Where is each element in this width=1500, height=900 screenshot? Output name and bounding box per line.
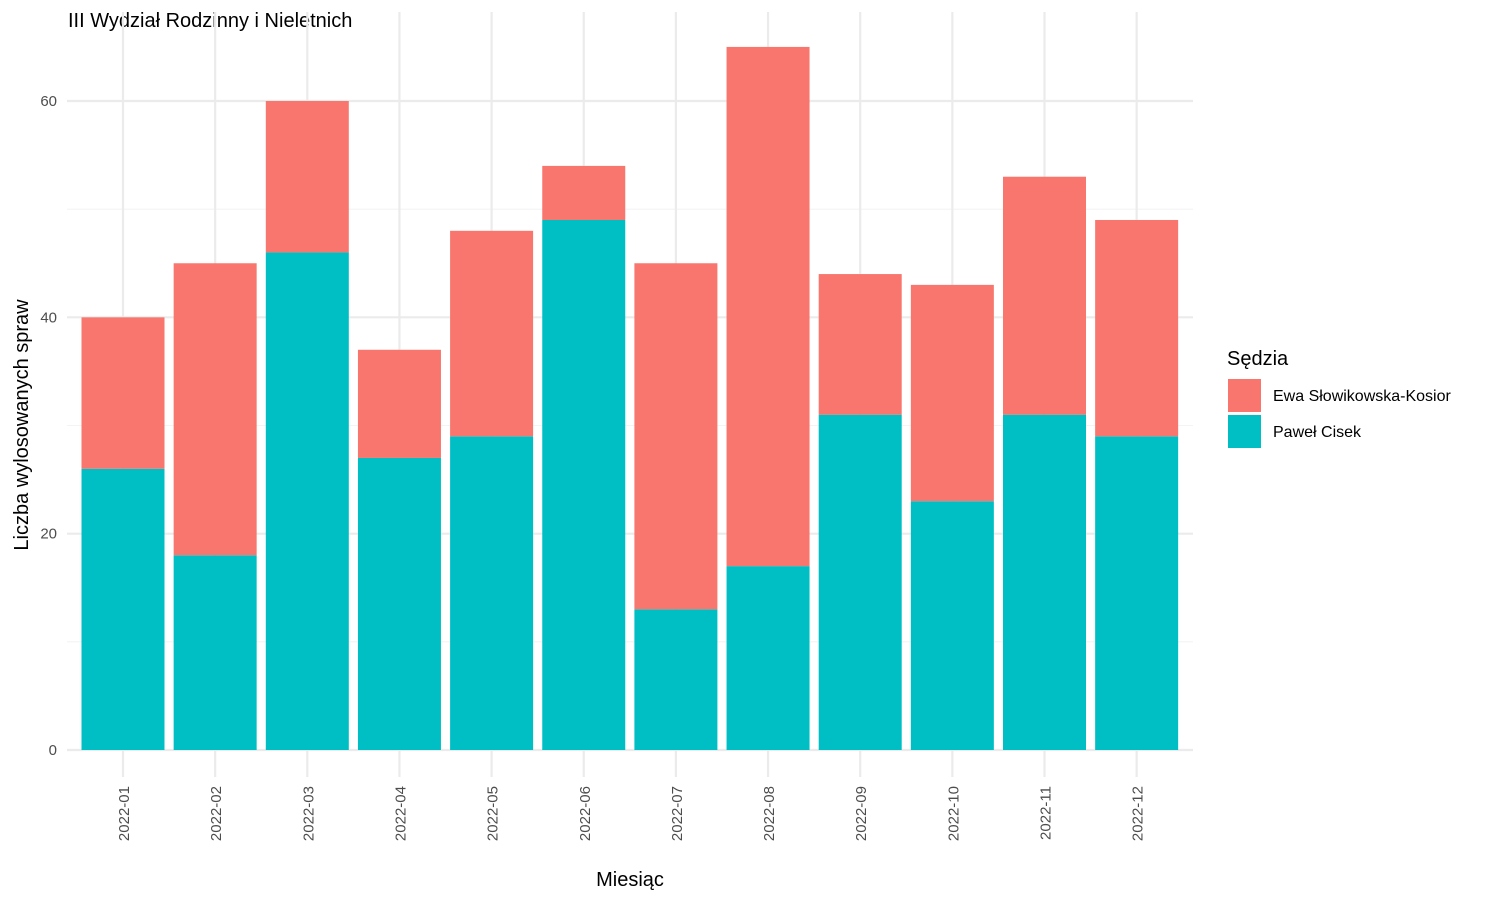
- bar-segment: [357, 457, 441, 750]
- x-axis-title: Miesiąc: [596, 869, 664, 891]
- bar-segment: [81, 317, 165, 469]
- x-tick-label: 2022-03: [300, 786, 317, 841]
- x-tick-label: 2022-07: [669, 786, 686, 841]
- legend-key: [1228, 379, 1261, 412]
- bar-segment: [265, 252, 349, 750]
- legend-key: [1228, 415, 1261, 448]
- bar-segment: [818, 274, 902, 415]
- legend-label: Ewa Słowikowska-Kosior: [1273, 388, 1452, 405]
- bar-segment: [1095, 436, 1179, 750]
- bars: [81, 46, 1179, 750]
- bar-segment: [818, 414, 902, 750]
- x-axis-ticks: 2022-01 2022-02 2022-03 2022-04 2022-05 2022-…: [116, 786, 1147, 841]
- bar-segment: [1095, 219, 1179, 437]
- bar-segment: [81, 468, 165, 750]
- x-tick-label: 2022-09: [853, 786, 870, 841]
- bar-segment: [726, 566, 810, 750]
- bar-segment: [542, 219, 626, 750]
- legend-label: Paweł Cisek: [1273, 424, 1362, 441]
- x-tick-label: 2022-11: [1038, 786, 1055, 840]
- bar-segment: [450, 230, 534, 437]
- x-tick-label: 2022-01: [116, 786, 133, 841]
- y-tick-label: 40: [40, 309, 57, 326]
- bar-segment: [634, 263, 718, 610]
- y-axis-ticks: 0 20 40 60: [40, 93, 57, 759]
- y-axis-title: Liczba wylosowanych spraw: [11, 299, 33, 551]
- y-tick-label: 20: [40, 526, 57, 543]
- bar-segment: [173, 263, 257, 556]
- legend-title: Sędzia: [1227, 348, 1289, 370]
- bar-segment: [542, 165, 626, 220]
- bar-segment: [173, 555, 257, 750]
- bar-segment: [450, 436, 534, 750]
- y-tick-label: 60: [40, 93, 57, 110]
- x-tick-label: 2022-10: [945, 786, 962, 841]
- bar-segment: [1003, 414, 1086, 750]
- bar-segment: [910, 501, 994, 750]
- x-tick-label: 2022-05: [485, 786, 502, 841]
- bar-segment: [265, 101, 349, 253]
- chart-title: III Wydział Rodzinny i Nieletnich: [68, 10, 352, 32]
- bar-segment: [910, 284, 994, 502]
- x-tick-label: 2022-04: [392, 786, 409, 841]
- bar-segment: [357, 349, 441, 458]
- bar-segment: [634, 609, 718, 750]
- x-tick-label: 2022-02: [208, 786, 225, 841]
- x-tick-label: 2022-12: [1130, 786, 1147, 841]
- y-tick-label: 0: [49, 742, 57, 759]
- x-tick-label: 2022-08: [761, 786, 778, 841]
- legend: Sędzia Ewa Słowikowska-Kosior Paweł Cisek: [1227, 348, 1452, 448]
- x-tick-label: 2022-06: [577, 786, 594, 841]
- bar-segment: [726, 46, 810, 567]
- bar-segment: [1003, 176, 1086, 415]
